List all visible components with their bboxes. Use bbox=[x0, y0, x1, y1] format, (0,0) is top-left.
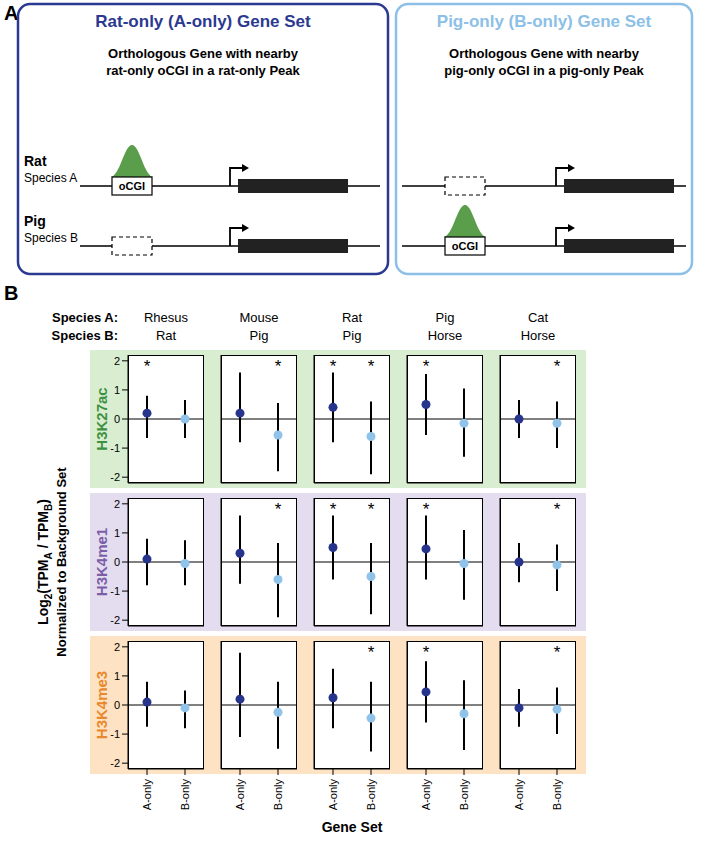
svg-text:Species A: Species A bbox=[24, 171, 77, 185]
svg-text:H3K4me1: H3K4me1 bbox=[93, 528, 110, 596]
svg-text:B-only: B-only bbox=[458, 779, 470, 810]
svg-text:*: * bbox=[330, 500, 337, 519]
svg-text:0: 0 bbox=[114, 699, 120, 711]
svg-text:B-only: B-only bbox=[365, 779, 377, 810]
svg-text:Rhesus: Rhesus bbox=[144, 310, 189, 325]
svg-text:2: 2 bbox=[114, 498, 120, 510]
svg-text:Mouse: Mouse bbox=[239, 310, 278, 325]
svg-text:*: * bbox=[554, 643, 561, 662]
svg-text:Pig: Pig bbox=[343, 328, 362, 343]
svg-text:*: * bbox=[423, 643, 430, 662]
svg-text:*: * bbox=[368, 357, 375, 376]
svg-text:Rat: Rat bbox=[156, 328, 177, 343]
svg-text:Orthologous Gene with nearby: Orthologous Gene with nearby bbox=[449, 46, 640, 61]
svg-text:Species B:: Species B: bbox=[52, 328, 118, 343]
svg-text:rat-only oCGI in a rat-only Pe: rat-only oCGI in a rat-only Peak bbox=[106, 63, 300, 78]
svg-text:*: * bbox=[423, 500, 430, 519]
svg-text:-2: -2 bbox=[110, 757, 120, 769]
svg-text:-2: -2 bbox=[110, 471, 120, 483]
svg-text:2: 2 bbox=[114, 641, 120, 653]
svg-text:*: * bbox=[554, 500, 561, 519]
svg-text:Pig-only (B-only) Gene Set: Pig-only (B-only) Gene Set bbox=[437, 12, 652, 31]
svg-text:0: 0 bbox=[114, 556, 120, 568]
svg-text:*: * bbox=[275, 357, 282, 376]
svg-text:A-only: A-only bbox=[234, 779, 246, 810]
svg-text:A-only: A-only bbox=[420, 779, 432, 810]
svg-text:*: * bbox=[554, 357, 561, 376]
svg-text:*: * bbox=[368, 500, 375, 519]
svg-text:oCGI: oCGI bbox=[452, 240, 478, 252]
svg-text:Cat: Cat bbox=[528, 310, 549, 325]
svg-text:Rat: Rat bbox=[24, 153, 47, 169]
svg-text:A-only: A-only bbox=[327, 779, 339, 810]
svg-text:1: 1 bbox=[114, 384, 120, 396]
svg-text:0: 0 bbox=[114, 413, 120, 425]
svg-text:H3K27ac: H3K27ac bbox=[93, 387, 110, 450]
svg-text:Log2(TPMA / TPMB): Log2(TPMA / TPMB) bbox=[35, 499, 54, 625]
svg-text:-2: -2 bbox=[110, 614, 120, 626]
svg-text:*: * bbox=[368, 643, 375, 662]
svg-text:Orthologous Gene with nearby: Orthologous Gene with nearby bbox=[108, 46, 299, 61]
svg-text:Gene Set: Gene Set bbox=[322, 819, 383, 835]
svg-text:Pig: Pig bbox=[24, 213, 46, 229]
svg-text:B-only: B-only bbox=[272, 779, 284, 810]
svg-text:*: * bbox=[423, 357, 430, 376]
svg-text:Rat-only (A-only) Gene Set: Rat-only (A-only) Gene Set bbox=[95, 12, 311, 31]
svg-text:*: * bbox=[330, 357, 337, 376]
svg-text:oCGI: oCGI bbox=[119, 180, 145, 192]
svg-text:Rat: Rat bbox=[342, 310, 363, 325]
svg-text:A: A bbox=[4, 2, 18, 24]
svg-text:B-only: B-only bbox=[551, 779, 563, 810]
svg-text:H3K4me3: H3K4me3 bbox=[93, 671, 110, 739]
svg-text:*: * bbox=[275, 500, 282, 519]
svg-text:Species B: Species B bbox=[24, 231, 78, 245]
svg-text:Horse: Horse bbox=[521, 328, 556, 343]
svg-text:1: 1 bbox=[114, 527, 120, 539]
svg-text:B: B bbox=[4, 282, 18, 304]
svg-text:A-only: A-only bbox=[141, 779, 153, 810]
svg-text:Pig: Pig bbox=[436, 310, 455, 325]
svg-text:Normalized to Background Set: Normalized to Background Set bbox=[54, 467, 69, 657]
svg-text:Species A:: Species A: bbox=[52, 310, 118, 325]
svg-text:*: * bbox=[144, 357, 151, 376]
svg-text:2: 2 bbox=[114, 355, 120, 367]
svg-text:A-only: A-only bbox=[513, 779, 525, 810]
svg-text:-1: -1 bbox=[110, 442, 120, 454]
svg-text:-1: -1 bbox=[110, 728, 120, 740]
svg-text:B-only: B-only bbox=[179, 779, 191, 810]
svg-text:Horse: Horse bbox=[428, 328, 463, 343]
svg-text:1: 1 bbox=[114, 670, 120, 682]
svg-text:pig-only oCGI in a pig-only Pe: pig-only oCGI in a pig-only Peak bbox=[444, 63, 644, 78]
svg-text:Pig: Pig bbox=[250, 328, 269, 343]
svg-text:-1: -1 bbox=[110, 585, 120, 597]
